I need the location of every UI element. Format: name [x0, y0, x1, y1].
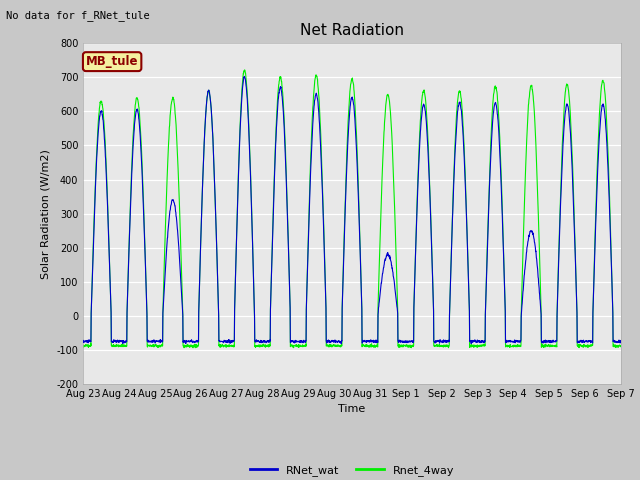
RNet_wat [617, 338, 625, 344]
Line: RNet_wat: RNet_wat [83, 76, 621, 344]
Rnet_4way [585, 343, 593, 349]
Y-axis label: Solar Radiation (W/m2): Solar Radiation (W/m2) [41, 149, 51, 278]
Text: No data for f_RNet_tule: No data for f_RNet_tule [6, 10, 150, 21]
Legend: RNet_wat, Rnet_4way: RNet_wat, Rnet_4way [245, 461, 459, 480]
Rnet_4way [230, 343, 237, 348]
RNet_wat [337, 341, 345, 347]
Text: MB_tule: MB_tule [86, 55, 138, 68]
Rnet_4way [189, 345, 197, 351]
RNet_wat [509, 339, 516, 345]
Line: Rnet_4way: Rnet_4way [83, 70, 621, 348]
Rnet_4way [570, 198, 577, 204]
X-axis label: Time: Time [339, 405, 365, 414]
Rnet_4way [617, 344, 625, 349]
RNet_wat [570, 207, 577, 213]
Rnet_4way [79, 342, 87, 348]
RNet_wat [380, 265, 387, 271]
Rnet_4way [241, 67, 248, 73]
RNet_wat [585, 338, 593, 344]
Rnet_4way [368, 343, 376, 348]
Title: Net Radiation: Net Radiation [300, 23, 404, 38]
RNet_wat [241, 73, 248, 79]
RNet_wat [368, 338, 376, 344]
Rnet_4way [380, 140, 387, 146]
RNet_wat [79, 337, 87, 343]
Rnet_4way [509, 343, 516, 348]
RNet_wat [229, 338, 237, 344]
